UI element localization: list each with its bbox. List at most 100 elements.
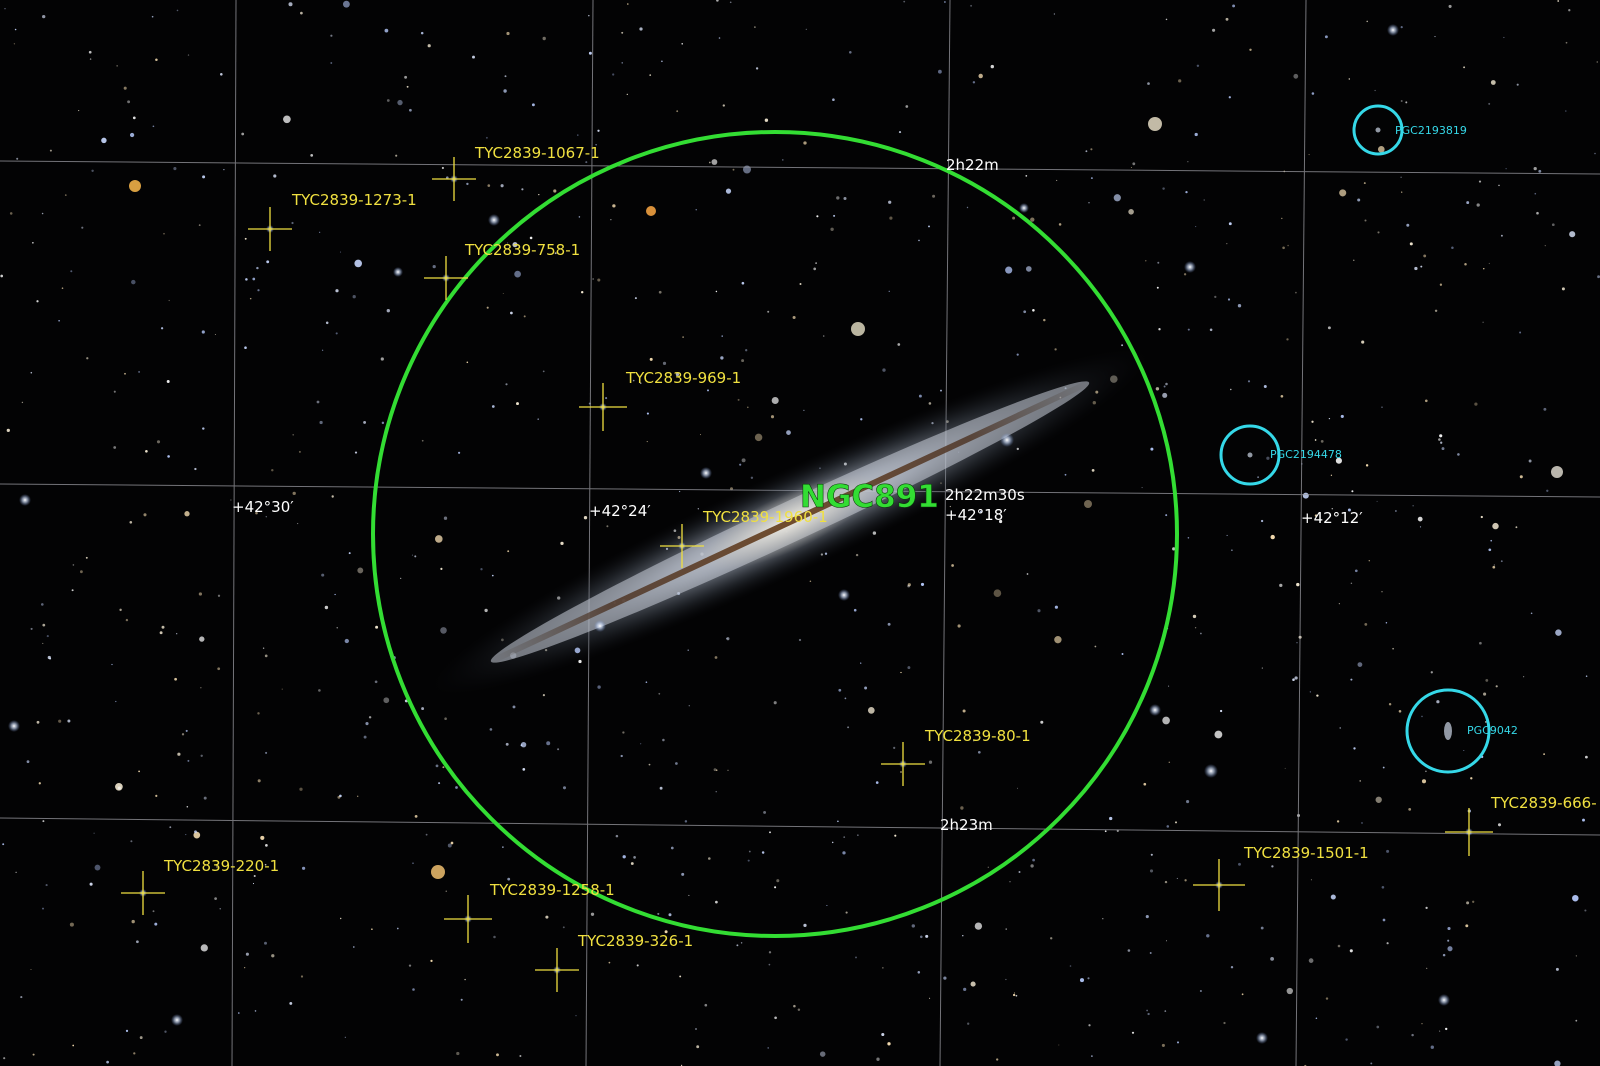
- background-star: [1279, 583, 1283, 588]
- background-star: [1561, 287, 1565, 291]
- background-star: [1381, 590, 1383, 593]
- background-star: [1309, 691, 1311, 693]
- background-star: [1227, 298, 1231, 301]
- background-star: [357, 795, 359, 797]
- background-star: [819, 1051, 826, 1057]
- background-star: [844, 697, 847, 700]
- dec-label: +42°18′: [945, 506, 1007, 524]
- dec-label: +42°12′: [1301, 509, 1363, 527]
- background-star: [1370, 1062, 1373, 1065]
- background-star: [1565, 110, 1567, 112]
- background-star: [1339, 727, 1341, 729]
- background-star: [365, 722, 369, 726]
- background-star: [1465, 924, 1469, 928]
- background-star: [1212, 28, 1216, 32]
- background-star: [853, 608, 857, 612]
- background-star: [1104, 830, 1107, 833]
- faint-galaxy: [1247, 452, 1253, 458]
- dec-line-42-12: [1295, 0, 1307, 1066]
- background-star: [1497, 823, 1502, 827]
- background-star: [502, 846, 504, 848]
- background-star: [1438, 438, 1441, 441]
- background-star: [1544, 244, 1546, 247]
- background-star: [217, 667, 221, 671]
- background-star: [331, 495, 334, 498]
- background-star: [1516, 83, 1519, 86]
- background-star: [443, 516, 448, 520]
- background-star: [1335, 457, 1342, 464]
- background-star: [578, 216, 581, 218]
- background-star: [1538, 169, 1542, 173]
- background-star: [1361, 822, 1363, 824]
- background-star: [1030, 217, 1035, 222]
- background-star: [907, 666, 911, 670]
- background-star: [774, 886, 777, 889]
- bright-star: [1148, 117, 1162, 131]
- background-star: [36, 720, 40, 724]
- background-star: [661, 60, 663, 63]
- background-star: [803, 923, 807, 928]
- background-star: [245, 278, 248, 281]
- background-star: [1336, 820, 1340, 823]
- background-star: [253, 874, 256, 878]
- background-star: [761, 851, 765, 854]
- background-star: [1575, 955, 1577, 957]
- background-star: [460, 998, 463, 1001]
- background-star: [888, 200, 892, 204]
- background-star: [1147, 82, 1150, 85]
- background-star: [867, 707, 875, 714]
- background-star: [1375, 796, 1382, 803]
- background-star: [440, 627, 447, 634]
- background-star: [200, 754, 203, 757]
- background-star: [1163, 385, 1166, 388]
- background-star: [38, 782, 41, 785]
- background-star: [177, 752, 181, 756]
- background-star: [577, 134, 579, 136]
- background-star: [396, 927, 399, 930]
- background-star: [397, 99, 403, 106]
- background-star: [1425, 770, 1427, 773]
- background-star: [1150, 447, 1154, 451]
- background-star: [252, 883, 255, 885]
- background-star: [1490, 539, 1493, 542]
- background-star: [1492, 522, 1499, 530]
- background-star: [106, 1060, 109, 1064]
- background-star: [678, 490, 681, 493]
- background-star: [1164, 1010, 1167, 1012]
- background-star: [496, 1053, 499, 1057]
- background-star: [970, 981, 976, 987]
- star-crosshair-marker: [881, 742, 925, 786]
- background-star: [748, 850, 751, 853]
- background-star: [1423, 254, 1427, 258]
- galaxy-circle-marker: [1219, 424, 1281, 486]
- background-star: [797, 1008, 801, 1011]
- background-star: [300, 11, 303, 15]
- background-star: [670, 846, 674, 850]
- bright-star: [1184, 261, 1196, 273]
- star-crosshair-marker: [579, 383, 627, 431]
- background-star: [330, 34, 333, 37]
- background-star: [809, 580, 812, 583]
- background-star: [745, 349, 748, 352]
- background-star: [510, 311, 513, 315]
- background-star: [1184, 879, 1187, 882]
- background-star: [223, 168, 225, 171]
- star-label: TYC2839-326-1: [577, 932, 693, 950]
- background-star: [793, 1004, 796, 1008]
- background-star: [344, 1036, 346, 1038]
- background-star: [1421, 779, 1427, 784]
- background-star: [960, 806, 964, 810]
- background-star: [704, 1003, 708, 1007]
- background-star: [1374, 89, 1376, 92]
- background-star: [1040, 720, 1044, 724]
- background-star: [409, 108, 412, 112]
- background-star: [1330, 474, 1333, 476]
- background-star: [412, 862, 414, 865]
- background-star: [0, 274, 4, 278]
- background-star: [368, 716, 372, 719]
- background-star: [1381, 406, 1383, 408]
- edge-on-galaxy: [431, 349, 1149, 695]
- background-star: [67, 719, 71, 723]
- background-star: [917, 971, 921, 974]
- background-star: [1069, 965, 1072, 967]
